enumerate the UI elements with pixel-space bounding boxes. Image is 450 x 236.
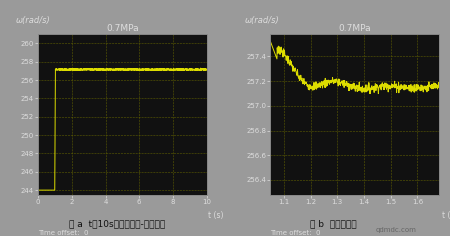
Text: t (s): t (s) [442,211,450,220]
Title: 0.7MPa: 0.7MPa [338,25,371,34]
Title: 0.7MPa: 0.7MPa [106,25,139,34]
Text: qdmdc.com: qdmdc.com [376,227,416,232]
Text: ω(rad/s): ω(rad/s) [245,16,280,25]
Text: Time offset:  0: Time offset: 0 [270,230,321,236]
Text: t (s): t (s) [208,211,224,220]
Text: 图 b  局部放大图: 图 b 局部放大图 [310,219,356,228]
Text: 图 a  t＝10s时马达转速-时间关系: 图 a t＝10s时马达转速-时间关系 [69,219,165,228]
Text: Time offset:  0: Time offset: 0 [38,230,89,236]
Text: ω(rad/s): ω(rad/s) [16,16,51,25]
